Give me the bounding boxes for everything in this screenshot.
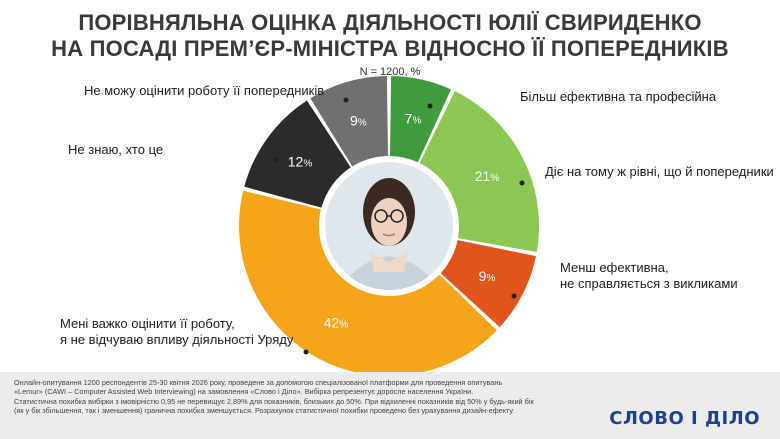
slice-category-label: Більш ефективна та професійна	[520, 89, 717, 104]
slice-category-label: Менш ефективна, не справляється з виклика…	[560, 260, 738, 291]
chart-subtitle: N = 1200, %	[359, 66, 421, 78]
footnote-line: (як у бік збільшення, так і зменшення) г…	[14, 406, 515, 416]
slice-value-label: 12%	[288, 153, 313, 169]
slice-value-label: 7%	[405, 111, 422, 127]
donut-slice	[310, 76, 389, 167]
slice-category-label: Діє на тому ж рівні, що й попередники	[545, 164, 774, 179]
title-line-2: НА ПОСАДІ ПРЕМ’ЄР-МІНІСТРА ВІДНОСНО ЇЇ П…	[51, 36, 729, 61]
footer: Онлайн-опитування 1200 респондентів 25-3…	[0, 372, 780, 439]
label-pointer-dot	[343, 97, 349, 103]
footnote-line: Онлайн-опитування 1200 респондентів 25-3…	[14, 378, 503, 387]
slice-value-label: 21%	[475, 168, 500, 184]
slice-value-label: 9%	[350, 112, 367, 128]
label-pointer-dot	[519, 180, 525, 186]
label-pointer-dot	[427, 103, 433, 109]
footnote-line: Статистична похибка вибірки з імовірніст…	[14, 396, 534, 406]
label-pointer-dot	[511, 293, 517, 299]
slice-value-label: 9%	[479, 268, 496, 284]
donut-slice	[244, 100, 351, 208]
title-line-1: ПОРІВНЯЛЬНА ОЦІНКА ДІЯЛЬНОСТІ ЮЛІЇ СВИРИ…	[78, 10, 702, 35]
slice-category-label: Не знаю, хто це	[68, 142, 163, 157]
slice-value-label: 42%	[324, 314, 349, 330]
footnote-line: «Lemur» (CAWI – Computer Assisted Web In…	[14, 387, 474, 397]
donut-slice	[238, 190, 497, 377]
donut-slice	[440, 240, 536, 328]
methodology-note: Онлайн-опитування 1200 респондентів 25-3…	[14, 378, 559, 416]
slovo-i-dilo-logo[interactable]: СЛОВО І ДІЛО	[609, 408, 760, 429]
donut-slice	[389, 76, 451, 163]
label-pointer-dot	[273, 157, 279, 163]
portrait-photo	[325, 162, 453, 290]
chart-title: ПОРІВНЯЛЬНА ОЦІНКА ДІЯЛЬНОСТІ ЮЛІЇ СВИРИ…	[0, 10, 780, 62]
donut-slice	[419, 91, 539, 253]
slice-category-label: Не можу оцінити роботу її попередників	[84, 83, 324, 98]
slice-category-label: Мені важко оцінити її роботу, я не відчув…	[60, 316, 294, 347]
label-pointer-dot	[303, 349, 309, 355]
